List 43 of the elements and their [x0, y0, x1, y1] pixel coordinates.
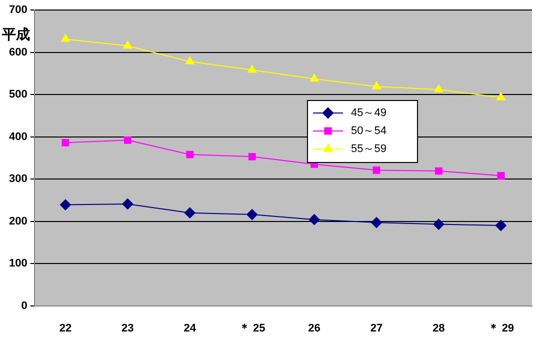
point: [246, 209, 258, 220]
point: [185, 56, 194, 64]
legend-label: 55～59: [351, 143, 386, 156]
x-tick-label: 24: [184, 322, 197, 334]
point: [433, 218, 444, 230]
point: [248, 152, 256, 160]
point: [184, 207, 196, 218]
point: [310, 74, 319, 82]
point: [124, 136, 132, 144]
point: [122, 198, 134, 210]
x-tick-label: 22: [59, 322, 72, 334]
point: [372, 166, 380, 174]
x-tick-label: 27: [370, 322, 383, 334]
legend-label: 50～54: [351, 125, 386, 138]
point: [372, 81, 381, 90]
point: [248, 65, 256, 73]
x-tick-label: 28: [432, 322, 445, 334]
x-tick-label: 23: [122, 322, 134, 334]
point: [61, 34, 70, 42]
y-tick-label: 0: [21, 300, 28, 312]
y-tick-label: 300: [8, 173, 28, 186]
y-tick-label: 500: [8, 88, 28, 101]
point: [123, 40, 132, 49]
point: [435, 167, 442, 175]
point: [60, 199, 71, 210]
point: [496, 92, 506, 100]
point: [434, 84, 444, 92]
y-tick-label: 100: [8, 258, 28, 270]
y-tick-label: 700: [8, 4, 28, 16]
y-tick-label: 200: [8, 215, 28, 228]
point: [497, 172, 505, 180]
point: [308, 214, 320, 226]
y-axis-title: 平成: [1, 26, 30, 42]
point: [186, 150, 194, 158]
y-tick-label: 400: [8, 130, 28, 143]
x-tick-label: 26: [308, 322, 320, 334]
legend-label: 45～49: [351, 107, 386, 120]
x-tick-label: ＊ 25: [238, 322, 266, 334]
point: [370, 217, 382, 228]
point: [62, 139, 70, 146]
point: [495, 220, 506, 232]
x-tick-label: ＊ 29: [488, 322, 514, 334]
y-tick-label: 600: [8, 46, 28, 58]
